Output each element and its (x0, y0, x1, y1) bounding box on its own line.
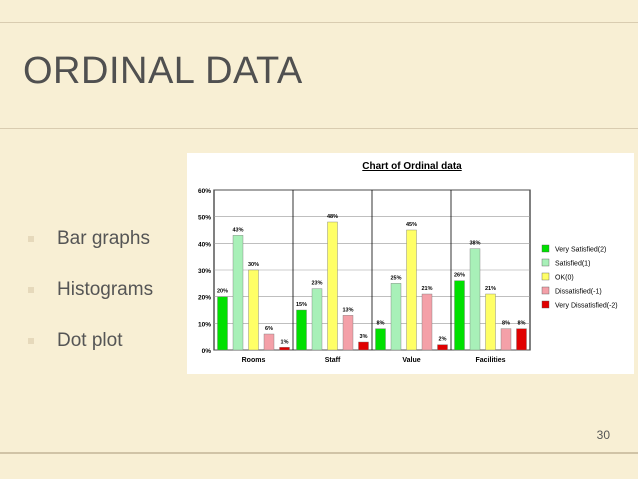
data-label: 45% (406, 222, 417, 228)
data-label: 20% (217, 289, 228, 295)
legend-label: Very Dissatisfied(-2) (555, 303, 618, 310)
y-tick-label: 10% (198, 321, 211, 328)
y-tick-label: 40% (198, 241, 211, 248)
bar (454, 280, 465, 351)
bullet-text: Bar graphs (57, 228, 150, 249)
bar (342, 315, 354, 351)
bar (279, 347, 290, 351)
data-label: 30% (248, 262, 259, 268)
x-tick-label: Value (402, 357, 420, 364)
bars-layer: 20% 43% 30% 6% 1% 15% 23% 48% 13% 3% 8% 25% 45% 21% 2%… (217, 214, 527, 351)
data-label: 23% (311, 281, 322, 287)
slide-title: ORDINAL DATA (23, 50, 303, 92)
legend-label: Very Satisfied(2) (555, 247, 606, 254)
bar (327, 221, 338, 351)
legend-label: Dissatisfied(-1) (555, 289, 602, 296)
bullet-item: Bar graphs (28, 228, 153, 279)
bar (311, 288, 323, 351)
legend-label: OK(0) (555, 275, 574, 282)
y-tick-label: 60% (198, 188, 211, 195)
bullet-marker-icon (28, 338, 34, 344)
data-label: 38% (469, 241, 480, 247)
data-label: 21% (485, 286, 496, 292)
legend-swatch (541, 258, 550, 267)
data-label: 8% (518, 321, 526, 327)
bar (248, 269, 259, 351)
ordinal-bar-chart: Chart of Ordinal data 0% 10% 20% 30% 40% 50% 6… (198, 161, 618, 364)
bar (469, 248, 481, 351)
data-label: 3% (360, 334, 368, 340)
bar (500, 328, 512, 351)
bullet-item: Histograms (28, 279, 153, 330)
x-tick-label: Rooms (242, 357, 266, 364)
bullet-marker-icon (28, 236, 34, 242)
legend-label: Satisfied(1) (555, 261, 590, 268)
data-label: 15% (296, 302, 307, 308)
chart-title: Chart of Ordinal data (362, 161, 462, 172)
y-tick-label: 0% (202, 348, 212, 355)
bar (375, 328, 386, 351)
bar (421, 293, 433, 351)
data-label: 43% (232, 227, 243, 233)
bullet-item: Dot plot (28, 330, 153, 381)
bar (358, 341, 369, 351)
bullet-text: Histograms (57, 279, 154, 300)
bar (217, 296, 228, 351)
data-label: 26% (454, 273, 465, 279)
legend-swatch (541, 286, 550, 295)
data-label: 6% (265, 326, 273, 332)
bar (406, 229, 417, 351)
page-number: 30 (596, 428, 610, 442)
chart-panel: Chart of Ordinal data 0% 10% 20% 30% 40% 50% 6… (187, 153, 634, 374)
data-label: 8% (377, 321, 385, 327)
legend-swatch (541, 300, 550, 309)
data-label: 48% (327, 214, 338, 220)
data-label: 2% (439, 337, 447, 343)
y-tick-label: 20% (198, 295, 211, 302)
bar (390, 283, 402, 351)
x-tick-label: Staff (325, 357, 341, 364)
data-label: 13% (342, 307, 353, 313)
top-rule (0, 22, 638, 23)
y-tick-label: 50% (198, 215, 211, 222)
x-tick-label: Facilities (476, 357, 506, 364)
legend-swatch (541, 272, 550, 281)
title-divider (0, 128, 638, 129)
bar (516, 328, 527, 351)
legend-swatch (541, 244, 550, 253)
data-label: 1% (281, 339, 289, 345)
data-label: 21% (421, 286, 432, 292)
bar (296, 309, 307, 351)
bullet-list: Bar graphs Histograms Dot plot (28, 228, 153, 381)
data-label: 8% (502, 321, 510, 327)
bullet-marker-icon (28, 287, 34, 293)
y-tick-label: 30% (198, 268, 211, 275)
chart-legend: Very Satisfied(2) Satisfied(1) OK(0) Dissat… (541, 244, 618, 310)
bottom-rule (0, 452, 638, 454)
data-label: 25% (390, 275, 401, 281)
bar (437, 344, 448, 351)
bar (263, 333, 275, 351)
bar (232, 235, 244, 351)
bullet-text: Dot plot (57, 330, 123, 351)
bar (485, 293, 496, 351)
